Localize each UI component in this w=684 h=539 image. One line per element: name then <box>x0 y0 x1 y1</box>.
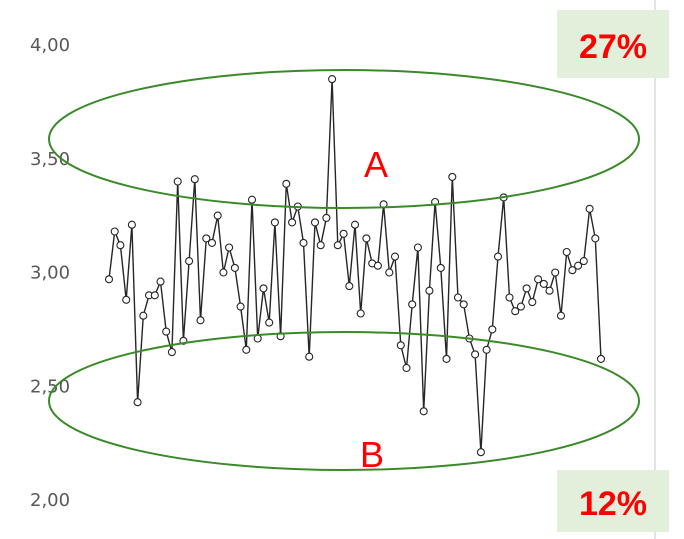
y-tick-label: 4,00 <box>30 35 70 56</box>
bottom-percent-text: 12% <box>579 485 647 523</box>
data-point <box>488 325 497 334</box>
data-point <box>247 195 257 204</box>
data-point <box>322 213 331 222</box>
data-point <box>436 263 445 272</box>
data-point <box>110 227 119 236</box>
data-point <box>127 220 136 229</box>
data-point <box>511 307 520 316</box>
top-percent-badge <box>557 10 669 78</box>
data-point <box>339 229 348 238</box>
data-point <box>282 179 291 188</box>
data-point <box>442 354 451 363</box>
data-point <box>265 318 274 327</box>
data-point <box>522 284 531 293</box>
data-point <box>133 398 142 407</box>
data-point <box>505 293 514 302</box>
data-point <box>213 211 222 220</box>
y-tick-label: 3,50 <box>30 149 70 170</box>
data-point <box>413 243 422 252</box>
data-point <box>585 204 594 213</box>
data-point <box>190 175 199 184</box>
data-point <box>202 234 211 243</box>
data-point <box>116 241 125 250</box>
data-point <box>219 268 228 277</box>
data-point <box>310 218 320 227</box>
data-point <box>242 345 251 354</box>
data-point <box>425 286 434 295</box>
data-point <box>253 334 262 343</box>
data-point <box>207 238 217 247</box>
data-point-markers <box>104 75 606 457</box>
data-point <box>574 261 583 270</box>
data-point <box>591 234 600 243</box>
data-point <box>270 218 279 227</box>
data-point <box>562 247 571 257</box>
data-point <box>596 354 606 363</box>
series-line <box>108 79 602 453</box>
data-point <box>356 309 365 318</box>
data-point <box>362 234 371 243</box>
data-point <box>345 282 354 291</box>
data-point <box>408 300 417 309</box>
zone-b-ellipse <box>48 331 640 471</box>
data-point <box>539 279 548 288</box>
data-point <box>259 284 268 293</box>
series-line-group <box>108 79 602 453</box>
y-axis-tick-labels: 4,003,503,002,502,00 <box>30 35 70 511</box>
data-point <box>373 261 382 270</box>
data-point <box>482 345 491 354</box>
data-point <box>288 218 297 227</box>
data-point <box>196 316 205 325</box>
data-point <box>236 302 245 311</box>
data-point <box>328 75 337 84</box>
data-point <box>390 252 400 261</box>
data-point <box>476 448 485 457</box>
data-point <box>551 268 560 277</box>
data-point <box>556 311 566 320</box>
data-point <box>419 407 428 416</box>
data-point <box>459 300 468 309</box>
data-point <box>385 268 394 277</box>
data-point <box>230 263 239 272</box>
data-point <box>305 352 314 361</box>
data-point <box>396 341 405 350</box>
top-percent-text: 27% <box>579 28 647 66</box>
data-point <box>122 295 131 304</box>
zone-a-label: A <box>364 144 388 185</box>
data-point <box>350 220 360 229</box>
data-point <box>493 252 503 261</box>
zone-a-ellipse <box>48 69 640 209</box>
data-point <box>545 286 554 295</box>
data-point <box>167 348 176 357</box>
data-point <box>534 275 543 284</box>
data-point <box>333 241 342 250</box>
data-point <box>516 302 525 311</box>
data-point <box>150 291 159 300</box>
data-point <box>568 266 577 275</box>
data-point <box>453 293 463 302</box>
bottom-percent-badge <box>557 470 669 532</box>
data-point <box>448 172 457 181</box>
data-point <box>156 277 165 286</box>
data-point <box>299 238 308 247</box>
y-tick-label: 3,00 <box>30 263 70 284</box>
data-point <box>185 257 194 266</box>
data-point <box>402 363 411 373</box>
data-point <box>316 241 325 250</box>
data-point <box>579 257 588 266</box>
data-point <box>139 311 148 320</box>
data-point <box>528 298 537 307</box>
data-point <box>162 327 171 336</box>
data-point <box>173 177 182 186</box>
zone-b-label: B <box>360 434 384 475</box>
y-tick-label: 2,00 <box>30 490 70 511</box>
data-point <box>471 350 480 359</box>
data-point <box>104 275 114 284</box>
data-point <box>225 243 234 252</box>
